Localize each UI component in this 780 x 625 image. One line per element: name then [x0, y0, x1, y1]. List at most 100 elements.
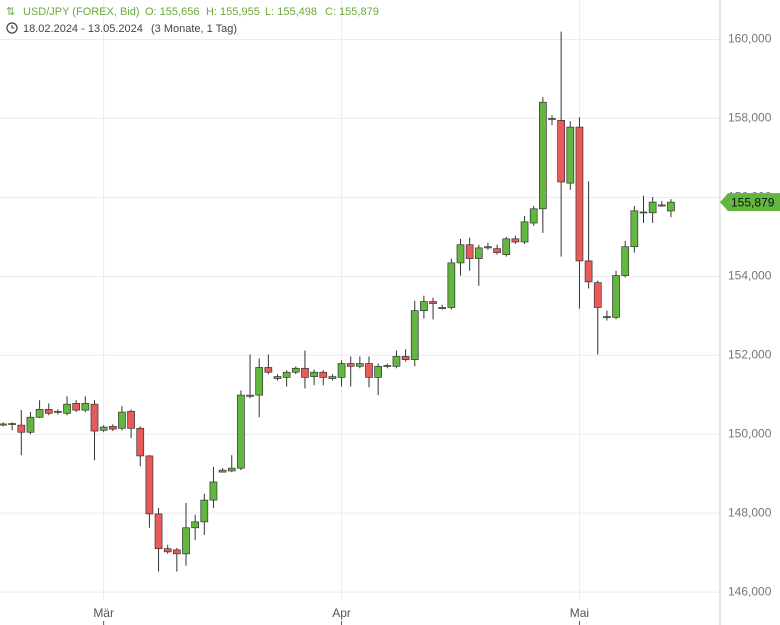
candle — [264, 354, 273, 375]
candle-body — [538, 101, 547, 210]
candle-body — [99, 426, 108, 431]
candle — [44, 403, 53, 416]
candle-body — [191, 521, 199, 529]
candle — [118, 406, 126, 431]
candle — [438, 304, 447, 310]
candle — [401, 349, 410, 362]
candle — [218, 468, 227, 473]
candle-body — [667, 201, 675, 212]
y-tick-label: 158,000 — [728, 111, 772, 125]
candle-body — [584, 260, 593, 283]
candle-body — [8, 423, 16, 425]
candle — [108, 424, 117, 432]
candle — [0, 422, 7, 427]
candle-body — [557, 120, 566, 183]
candle-body — [520, 221, 529, 243]
candle-body — [621, 246, 630, 276]
candle-body — [420, 301, 428, 312]
candle — [346, 356, 355, 387]
candle-body — [310, 371, 318, 377]
y-tick-label: 150,000 — [728, 426, 772, 440]
candle-body — [246, 394, 254, 397]
candle-body — [209, 481, 218, 501]
candle — [410, 300, 419, 367]
last-price-tag — [720, 193, 780, 212]
candle — [154, 508, 163, 572]
candle-body — [54, 410, 62, 413]
date-range: 18.02.2024 - 13.05.2024 — [23, 23, 143, 35]
candle-body — [218, 469, 227, 473]
candle-body — [72, 403, 81, 411]
candle — [273, 374, 282, 381]
candle-body — [282, 371, 291, 378]
candle-body — [182, 527, 190, 555]
candle-body — [237, 394, 245, 469]
candle-body — [127, 410, 135, 429]
candle-body — [383, 365, 392, 367]
candle — [255, 358, 264, 418]
candle-body — [484, 246, 492, 249]
candle — [502, 236, 511, 257]
candle — [209, 466, 218, 509]
candle — [35, 400, 44, 419]
candle — [648, 196, 657, 224]
candle — [465, 237, 474, 271]
candle-body — [200, 499, 209, 523]
candle-body — [401, 356, 410, 360]
candle-body — [173, 549, 181, 555]
candle — [420, 295, 428, 319]
candle — [90, 400, 99, 461]
candle-body — [603, 316, 611, 318]
candle — [319, 370, 328, 386]
candle-body — [17, 424, 26, 433]
candle — [484, 242, 492, 250]
candle — [456, 238, 465, 276]
candle — [17, 410, 26, 456]
candle — [667, 199, 675, 218]
candle — [493, 244, 501, 255]
candle — [26, 412, 35, 435]
candle — [511, 235, 520, 244]
candle — [63, 396, 71, 416]
candle — [237, 390, 245, 471]
quote-high: H: 155,955 — [206, 6, 260, 18]
candle-body — [575, 126, 584, 262]
quote-low: L: 155,498 — [265, 6, 317, 18]
candle-body — [410, 310, 419, 360]
candle-body — [548, 118, 556, 120]
candle-body — [255, 367, 264, 396]
candle — [191, 514, 199, 540]
candle-body — [35, 408, 44, 418]
candle — [612, 270, 620, 320]
candle-body — [593, 282, 602, 308]
candle-body — [108, 425, 117, 430]
y-tick-label: 154,000 — [728, 268, 772, 282]
last-price-label: 155,879 — [731, 195, 775, 209]
candle — [127, 409, 135, 439]
candle-body — [63, 403, 71, 414]
candle-body — [392, 356, 401, 367]
candle — [310, 369, 318, 386]
candle — [246, 354, 254, 399]
candle-body — [136, 427, 145, 457]
candle-body — [264, 367, 273, 373]
candle-body — [26, 416, 35, 433]
candle — [538, 97, 547, 233]
y-tick-label: 148,000 — [728, 505, 772, 519]
candle-body — [319, 371, 328, 378]
candle — [657, 200, 666, 207]
candle — [163, 544, 172, 554]
candle — [200, 493, 209, 535]
candle-body — [0, 423, 7, 426]
symbol: USD/JPY (FOREX, Bid) — [23, 6, 140, 18]
y-tick-label: 146,000 — [728, 584, 772, 598]
candle-body — [429, 301, 437, 304]
candle-body — [612, 275, 620, 318]
x-tick-label: Mai — [570, 606, 589, 620]
candle-body — [657, 204, 666, 207]
chart-icon: ⇅ — [6, 6, 15, 18]
clock-hands — [11, 25, 15, 29]
